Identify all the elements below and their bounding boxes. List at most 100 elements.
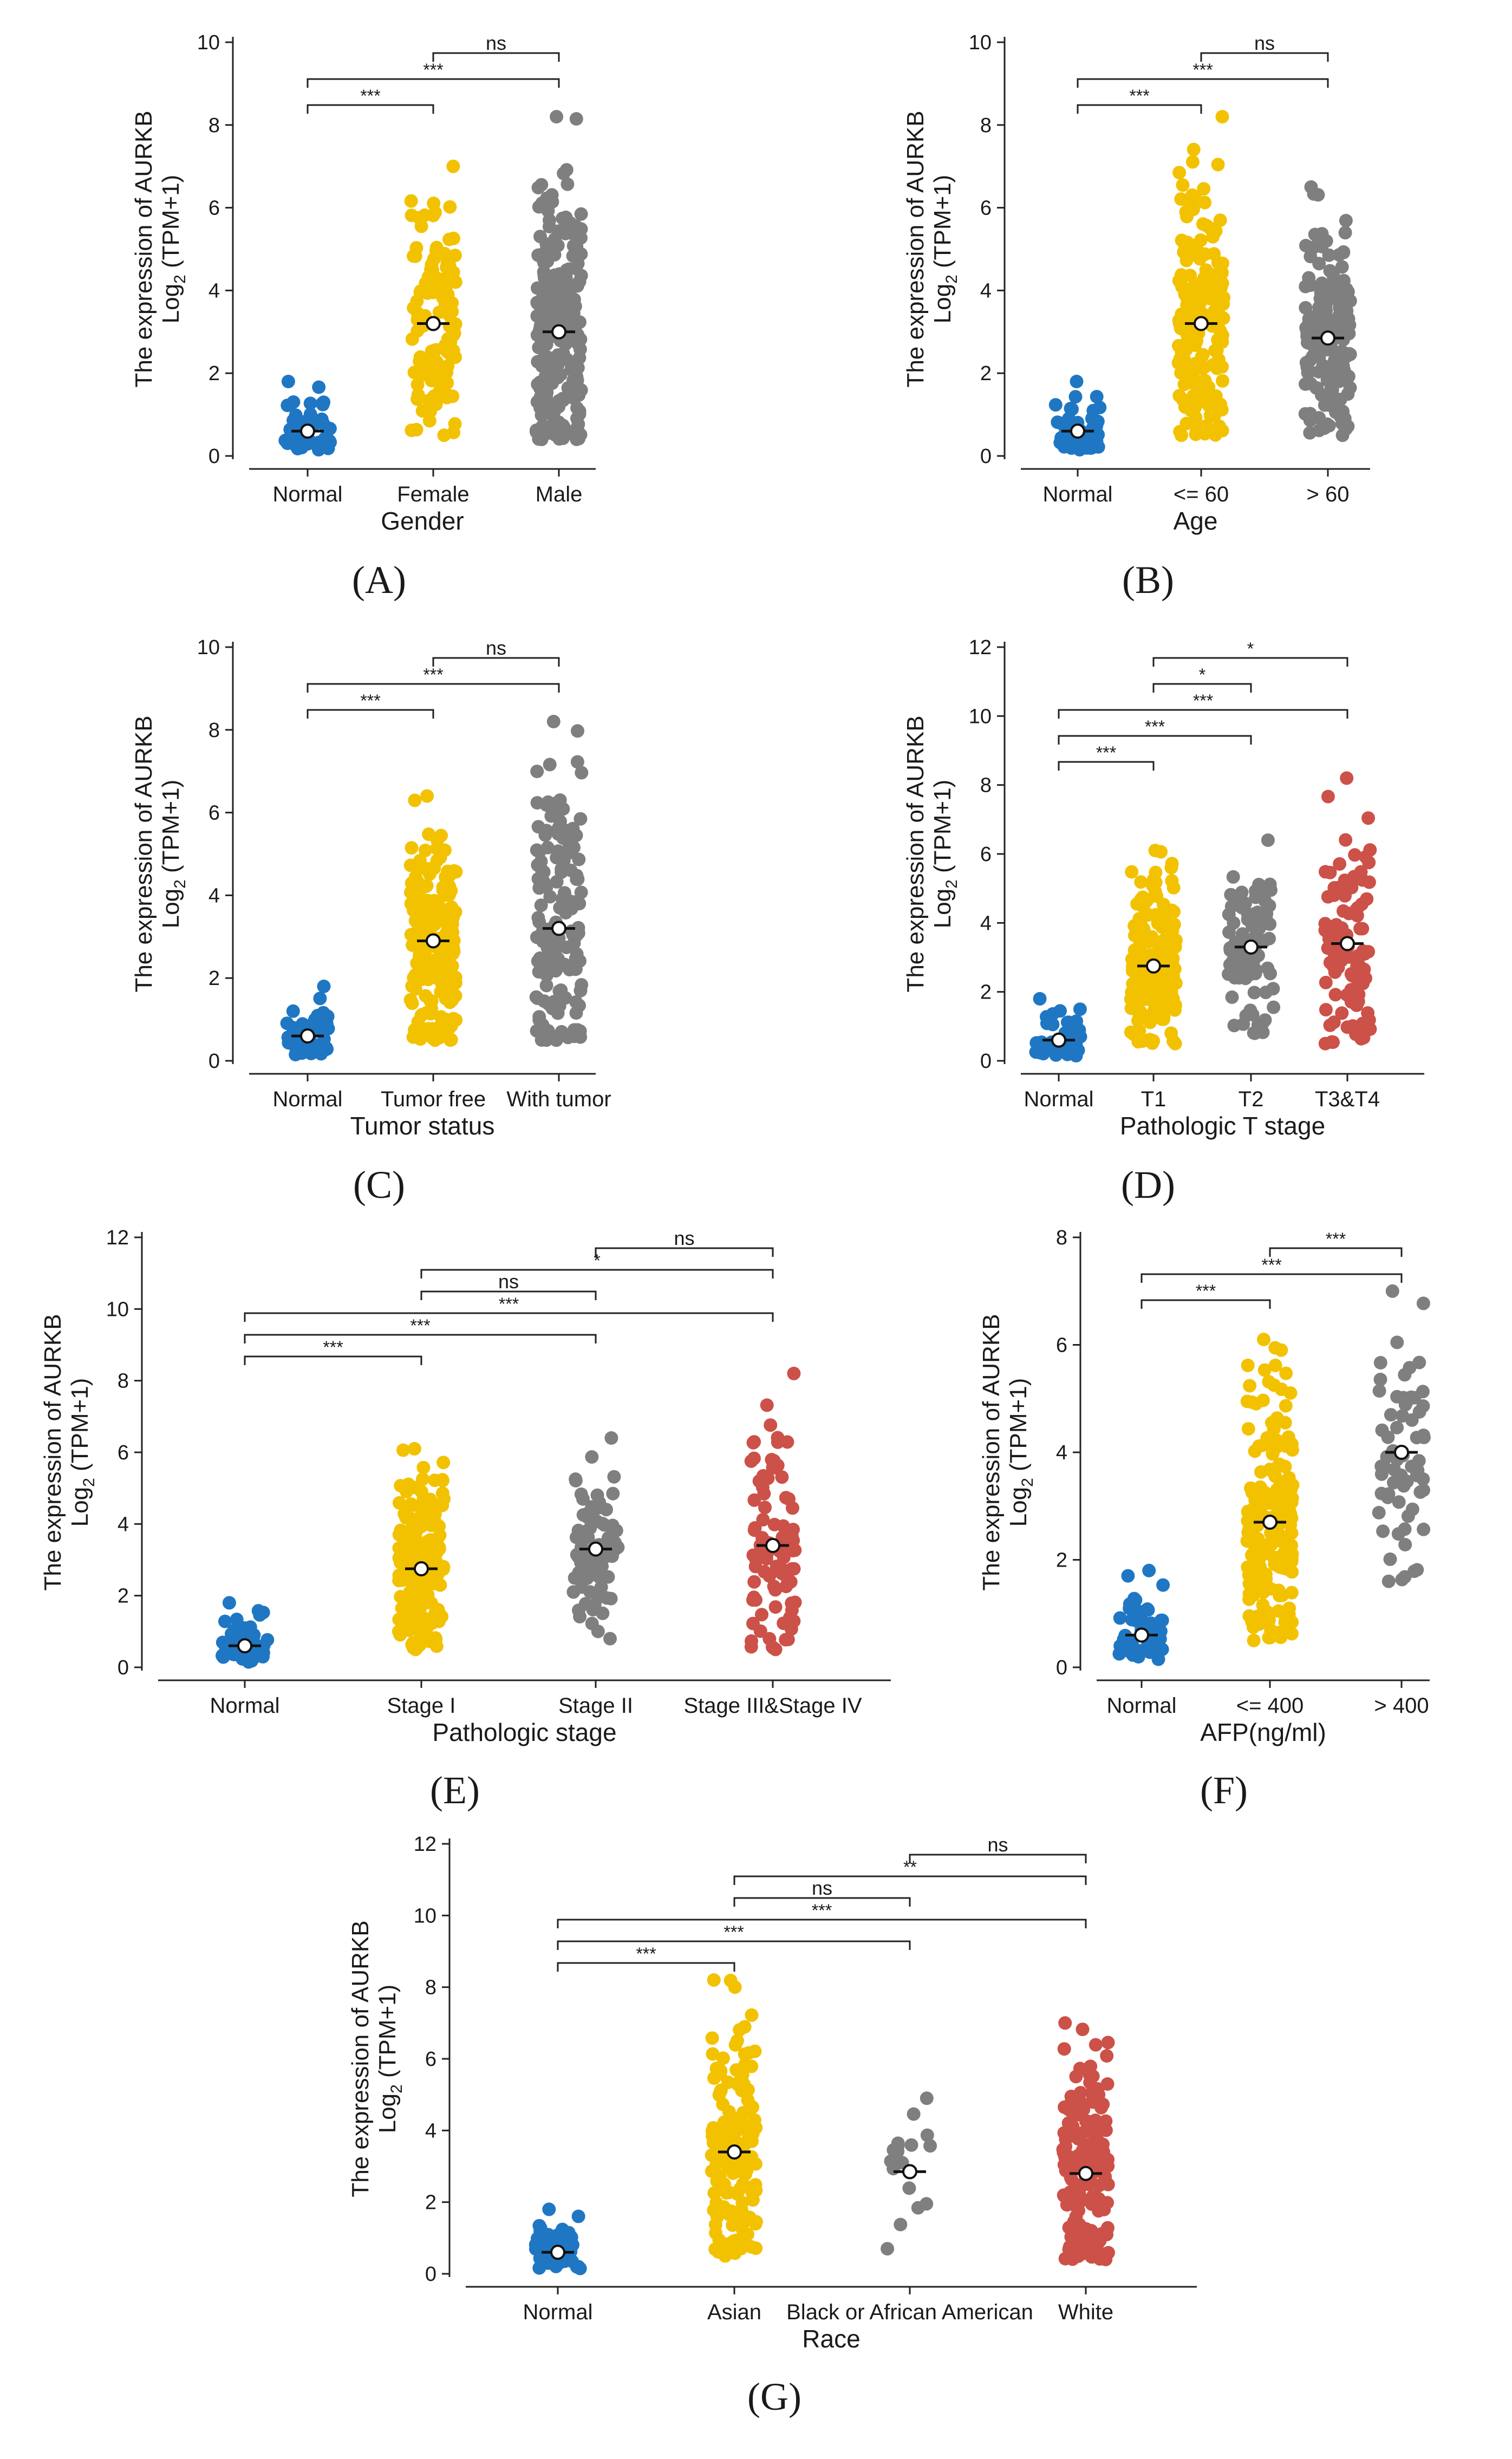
data-point <box>920 2197 934 2211</box>
data-point <box>216 1649 229 1662</box>
data-point <box>1125 986 1139 999</box>
data-point <box>1233 891 1247 905</box>
data-point <box>745 2240 759 2254</box>
data-point <box>405 841 419 855</box>
data-point <box>1390 1420 1404 1434</box>
data-point <box>1257 1363 1272 1377</box>
median-marker <box>550 2245 565 2260</box>
data-point <box>551 844 565 858</box>
data-point <box>1391 1527 1405 1541</box>
data-point <box>1195 422 1209 436</box>
data-point <box>230 1613 244 1626</box>
panel-a: 0 2 4 6 8 10 The expression of AURKB Log2 (TPM+… <box>131 31 596 535</box>
median-marker <box>727 2144 742 2160</box>
data-point <box>1216 374 1229 388</box>
data-point <box>1285 1437 1299 1451</box>
data-point <box>1182 296 1196 309</box>
data-point <box>1257 1333 1270 1347</box>
data-point <box>782 1492 796 1506</box>
points-60 <box>1298 180 1357 442</box>
significance-bracket <box>1077 78 1329 88</box>
panel-f: 0 2 4 6 8 The expression of AURKB Log2 (TPM+1)… <box>978 1227 1431 1746</box>
data-point <box>251 1604 265 1618</box>
y-tick-label: 4 <box>208 884 220 907</box>
points-t1 <box>1124 844 1183 1051</box>
data-point <box>1331 361 1345 375</box>
data-point <box>1051 415 1065 429</box>
data-point <box>543 282 557 296</box>
data-point <box>286 395 301 409</box>
data-point <box>1319 299 1333 314</box>
data-point <box>569 995 583 1009</box>
median-marker <box>765 1538 780 1554</box>
data-point <box>556 831 570 845</box>
x-tick-label-normal: Normal <box>273 1087 343 1111</box>
data-point <box>1325 1035 1339 1049</box>
data-point <box>1062 2242 1076 2256</box>
data-point <box>1084 2137 1098 2151</box>
y-tick-label: 2 <box>1056 1549 1067 1572</box>
data-point <box>1398 1570 1412 1584</box>
data-point <box>1189 356 1203 370</box>
data-point <box>786 1544 800 1557</box>
data-point <box>575 1532 588 1546</box>
data-point <box>590 1488 604 1502</box>
data-point <box>1252 1610 1265 1624</box>
panel-letter: (F) <box>1200 1769 1248 1812</box>
data-point <box>1254 1502 1268 1516</box>
significance-label: *** <box>1261 1255 1281 1275</box>
data-point <box>1353 922 1367 936</box>
data-point <box>731 2034 744 2048</box>
data-point <box>569 112 583 126</box>
data-point <box>585 1450 599 1464</box>
significance-bracket <box>595 1247 774 1257</box>
data-point <box>591 1625 605 1639</box>
data-point <box>557 957 571 971</box>
data-point <box>1060 2155 1074 2169</box>
data-point <box>427 252 441 266</box>
data-point <box>1323 865 1337 879</box>
data-point <box>420 1621 434 1635</box>
significance-label: *** <box>636 1944 656 1964</box>
points-400 <box>1372 1284 1431 1588</box>
x-tick-label-normal: Normal <box>1043 482 1113 506</box>
data-point <box>550 110 564 123</box>
data-point <box>891 2136 905 2150</box>
data-point <box>432 305 446 319</box>
data-point <box>768 1459 782 1473</box>
data-point <box>717 2200 731 2214</box>
data-point <box>531 911 545 925</box>
x-tick-label-400: > 400 <box>1374 1694 1429 1718</box>
data-point <box>536 1018 550 1032</box>
significance-label: *** <box>1145 717 1165 736</box>
data-point <box>1307 187 1321 201</box>
data-point <box>1172 314 1186 328</box>
significance-label: ns <box>1254 32 1275 54</box>
y-tick-label: 10 <box>197 636 220 659</box>
data-point <box>420 1535 434 1549</box>
x-tick-label-normal: Normal <box>1024 1087 1094 1111</box>
data-point <box>1384 1408 1398 1422</box>
data-point <box>1243 1379 1257 1393</box>
y-tick-label: 0 <box>425 2263 436 2286</box>
data-point <box>728 1980 742 1994</box>
data-point <box>746 1593 760 1607</box>
data-point <box>731 2078 745 2091</box>
data-point <box>422 1502 436 1516</box>
data-point <box>1387 1476 1400 1490</box>
data-point <box>540 386 554 399</box>
data-point <box>314 1047 328 1061</box>
y-axis-title: The expression of AURKB <box>131 110 157 387</box>
median-marker <box>1070 423 1085 439</box>
data-point <box>444 335 458 349</box>
data-point <box>540 968 553 982</box>
data-point <box>1091 2123 1105 2137</box>
y-tick-label: 6 <box>980 843 992 866</box>
data-point <box>1319 1003 1333 1017</box>
data-point <box>420 286 434 300</box>
data-point <box>1279 1399 1293 1413</box>
data-point <box>564 301 578 315</box>
data-point <box>1131 1610 1145 1624</box>
data-point <box>424 1596 438 1610</box>
